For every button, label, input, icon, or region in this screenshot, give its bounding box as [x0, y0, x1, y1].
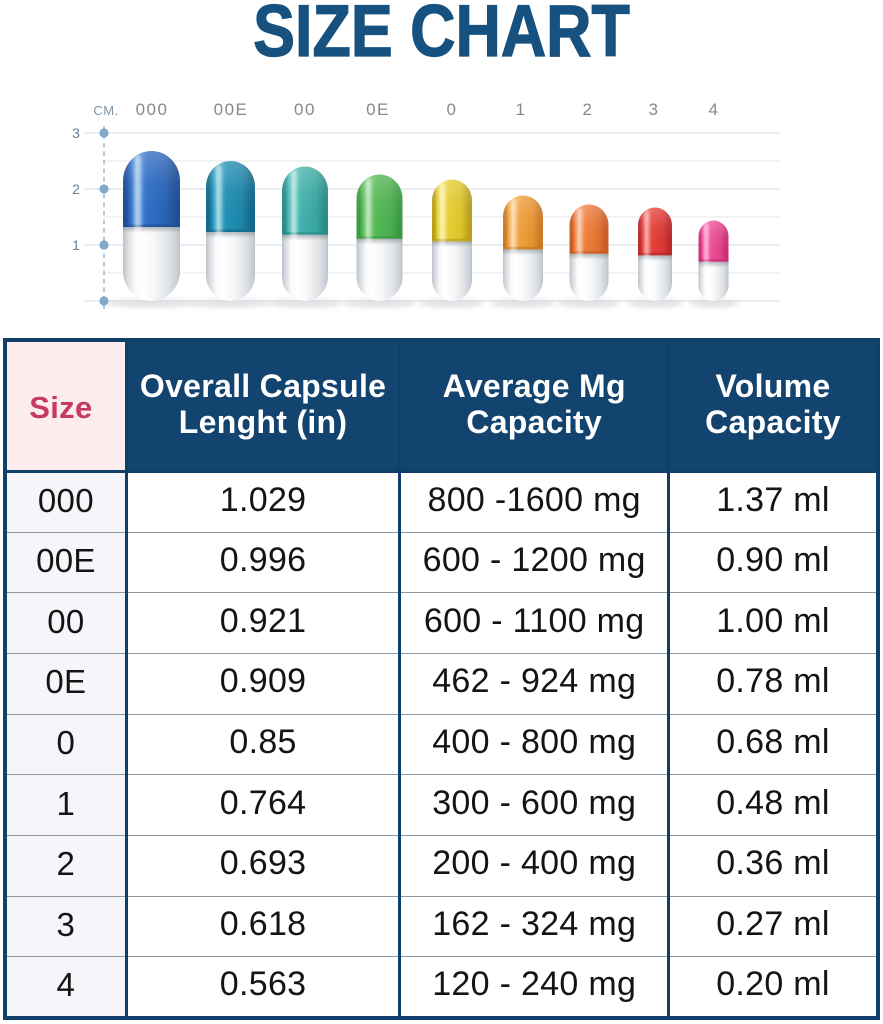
svg-text:3: 3 — [72, 125, 80, 141]
svg-text:0: 0 — [447, 100, 458, 119]
svg-text:1: 1 — [72, 237, 80, 253]
svg-text:000: 000 — [136, 100, 169, 119]
svg-text:2: 2 — [72, 181, 80, 197]
svg-text:CM.: CM. — [93, 103, 118, 118]
svg-text:1: 1 — [516, 100, 527, 119]
svg-text:0E: 0E — [366, 100, 390, 119]
svg-text:2: 2 — [583, 100, 594, 119]
svg-text:3: 3 — [649, 100, 660, 119]
svg-text:00E: 00E — [214, 100, 249, 119]
svg-text:4: 4 — [709, 100, 720, 119]
svg-text:00: 00 — [294, 100, 316, 119]
